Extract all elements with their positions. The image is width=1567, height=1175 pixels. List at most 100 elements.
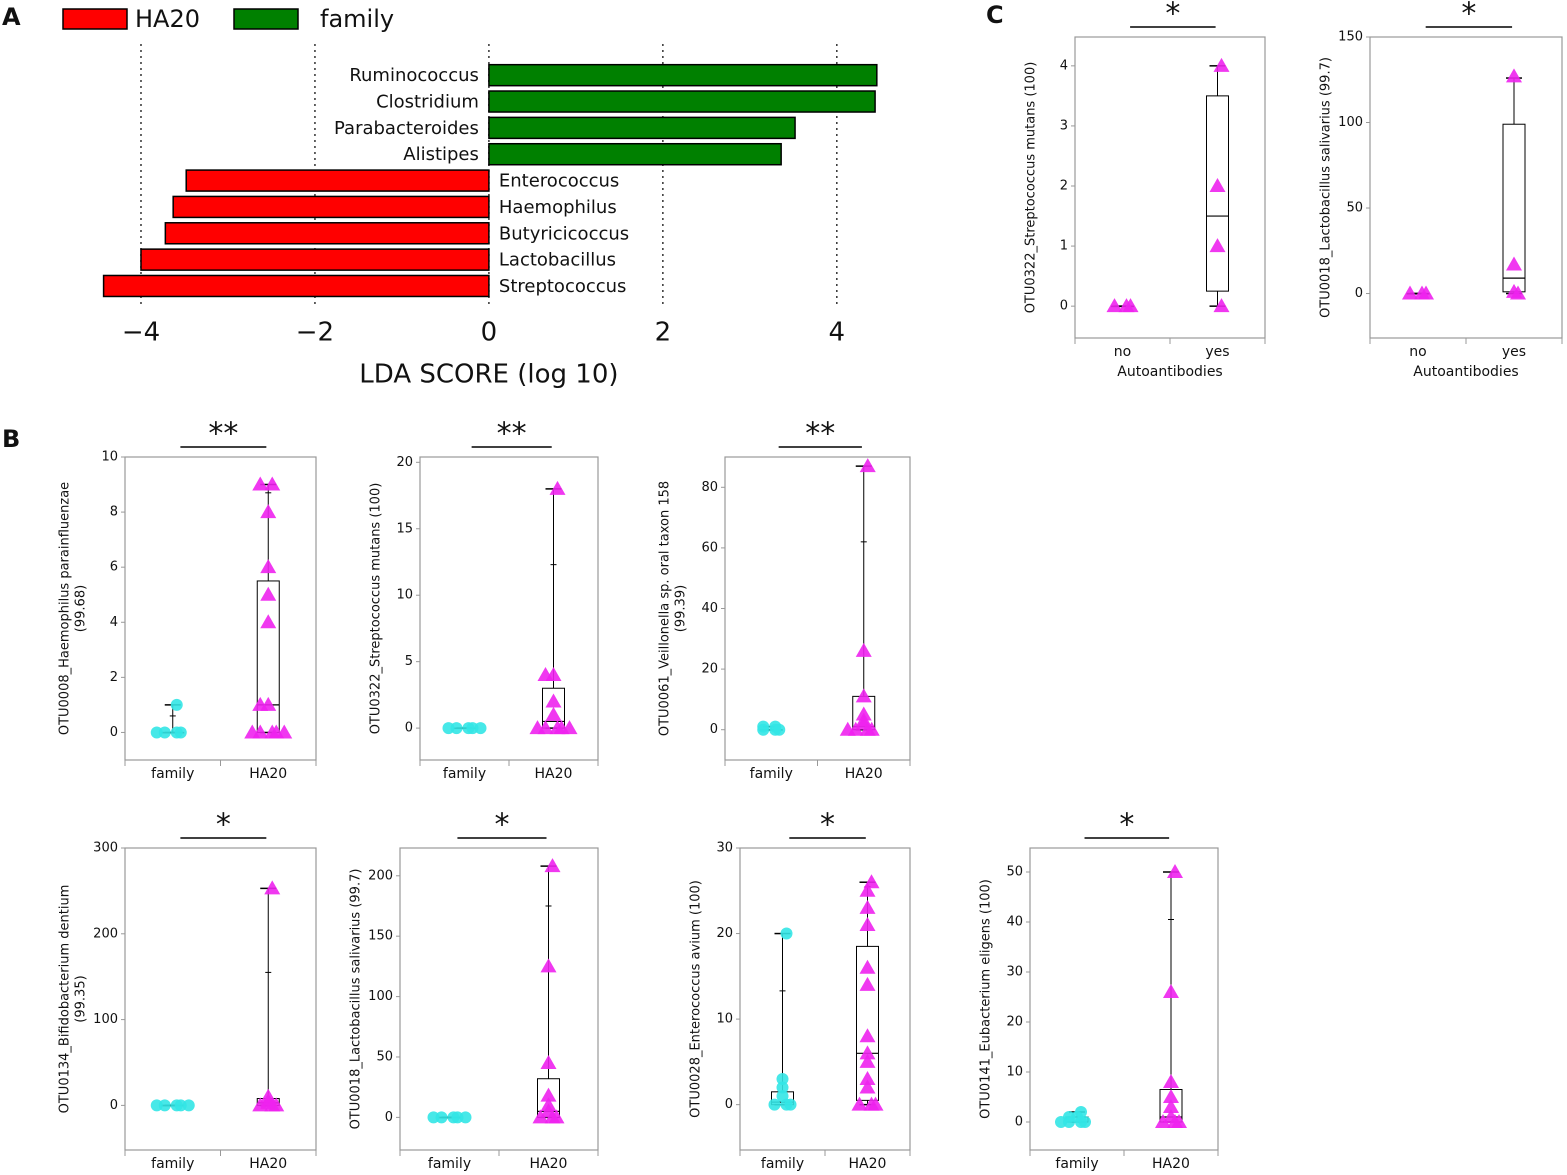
plot-frame <box>399 847 599 1151</box>
point <box>867 1096 884 1111</box>
point <box>776 1072 789 1085</box>
y-tick-label: 150 <box>1338 30 1363 45</box>
x-tick-label: family <box>750 766 793 782</box>
y-tick-label: 6 <box>110 560 118 575</box>
point <box>757 723 770 736</box>
category-label: Enterococcus <box>499 171 619 192</box>
x-tick-label: no <box>1114 344 1131 360</box>
point <box>427 1111 440 1124</box>
category-label: Butyricicoccus <box>499 223 629 244</box>
point <box>252 476 269 491</box>
box <box>856 945 879 1101</box>
x-tick-label: family <box>1055 1156 1098 1172</box>
bar <box>102 274 490 298</box>
category-label: Alistipes <box>403 144 479 165</box>
point <box>474 722 487 735</box>
point <box>540 958 557 973</box>
point <box>244 724 261 739</box>
x-tick-label: family <box>151 1156 194 1172</box>
x-tick-label: HA20 <box>535 766 573 782</box>
significance-label: * <box>1119 808 1134 843</box>
plot-frame <box>1074 36 1266 339</box>
y-tick-label: 8 <box>110 505 118 520</box>
x-tick-label: −4 <box>122 318 160 348</box>
point <box>540 1055 557 1070</box>
y-tick-label: 40 <box>701 601 718 616</box>
point <box>260 504 277 519</box>
x-axis-label: LDA SCORE (log 10) <box>359 360 618 390</box>
y-tick-label: 0 <box>1060 299 1068 314</box>
panel-label: A <box>2 3 21 31</box>
category-label: Lactobacillus <box>499 250 616 271</box>
bar <box>488 63 878 87</box>
x-tick-label: yes <box>1205 344 1229 360</box>
y-tick-label: 0 <box>710 722 718 737</box>
box <box>1206 95 1229 292</box>
category-label: Clostridium <box>376 92 479 113</box>
y-tick-label: 30 <box>1006 965 1023 980</box>
significance-label: * <box>1165 0 1180 32</box>
y-axis-label: OTU0141_Eubacterium eligens (100) <box>979 879 994 1119</box>
point <box>859 1070 876 1085</box>
plot-frame <box>724 456 911 761</box>
point <box>851 1096 868 1111</box>
y-tick-label: 20 <box>396 455 413 470</box>
x-tick-label: 0 <box>481 318 498 348</box>
point <box>855 688 872 703</box>
point <box>1106 298 1123 313</box>
y-tick-label: 200 <box>93 926 118 941</box>
x-tick-label: HA20 <box>530 1156 568 1172</box>
point <box>260 614 277 629</box>
x-tick-label: 2 <box>655 318 672 348</box>
point <box>276 724 293 739</box>
point <box>252 696 269 711</box>
y-axis-label: (99.35) <box>74 975 89 1022</box>
y-tick-label: 0 <box>725 1097 733 1112</box>
point <box>545 706 562 721</box>
point <box>260 559 277 574</box>
y-tick-label: 2 <box>1060 178 1068 193</box>
y-tick-label: 100 <box>368 989 393 1004</box>
point <box>1167 864 1183 878</box>
point <box>1171 1114 1187 1128</box>
point <box>784 1098 797 1111</box>
point <box>1209 177 1226 192</box>
y-tick-label: 100 <box>1338 115 1363 130</box>
point <box>529 720 546 735</box>
point <box>1506 68 1522 83</box>
y-tick-label: 10 <box>1006 1065 1023 1080</box>
point <box>1418 285 1434 300</box>
x-tick-label: family <box>151 766 194 782</box>
y-tick-label: 20 <box>716 926 733 941</box>
point <box>839 721 856 736</box>
y-tick-label: 50 <box>376 1049 393 1064</box>
plot-frame <box>419 456 599 761</box>
point <box>182 1099 195 1112</box>
significance-label: ** <box>497 417 527 452</box>
point <box>170 698 183 711</box>
point <box>442 722 455 735</box>
point <box>859 916 876 931</box>
point <box>1055 1116 1067 1128</box>
point <box>768 1098 781 1111</box>
plot-frame <box>1029 847 1219 1151</box>
y-tick-label: 0 <box>1355 286 1363 301</box>
y-tick-label: 10 <box>716 1012 733 1027</box>
point <box>532 1109 549 1124</box>
panel-label: B <box>2 425 20 453</box>
point <box>545 693 562 708</box>
x-tick-label: −2 <box>296 318 334 348</box>
point <box>859 959 876 974</box>
point <box>859 1053 876 1068</box>
point <box>260 586 277 601</box>
y-tick-label: 1 <box>1060 239 1068 254</box>
y-axis-label: OTU0061_Veillonella sp. oral taxon 158 <box>658 481 673 736</box>
bar <box>140 248 490 271</box>
x-tick-label: HA20 <box>249 1156 287 1172</box>
point <box>1213 298 1230 313</box>
plot-frame <box>124 456 317 761</box>
point <box>561 720 578 735</box>
y-axis-label: OTU0134_Bifidobacterium dentium <box>58 885 73 1114</box>
point <box>1163 1074 1179 1088</box>
